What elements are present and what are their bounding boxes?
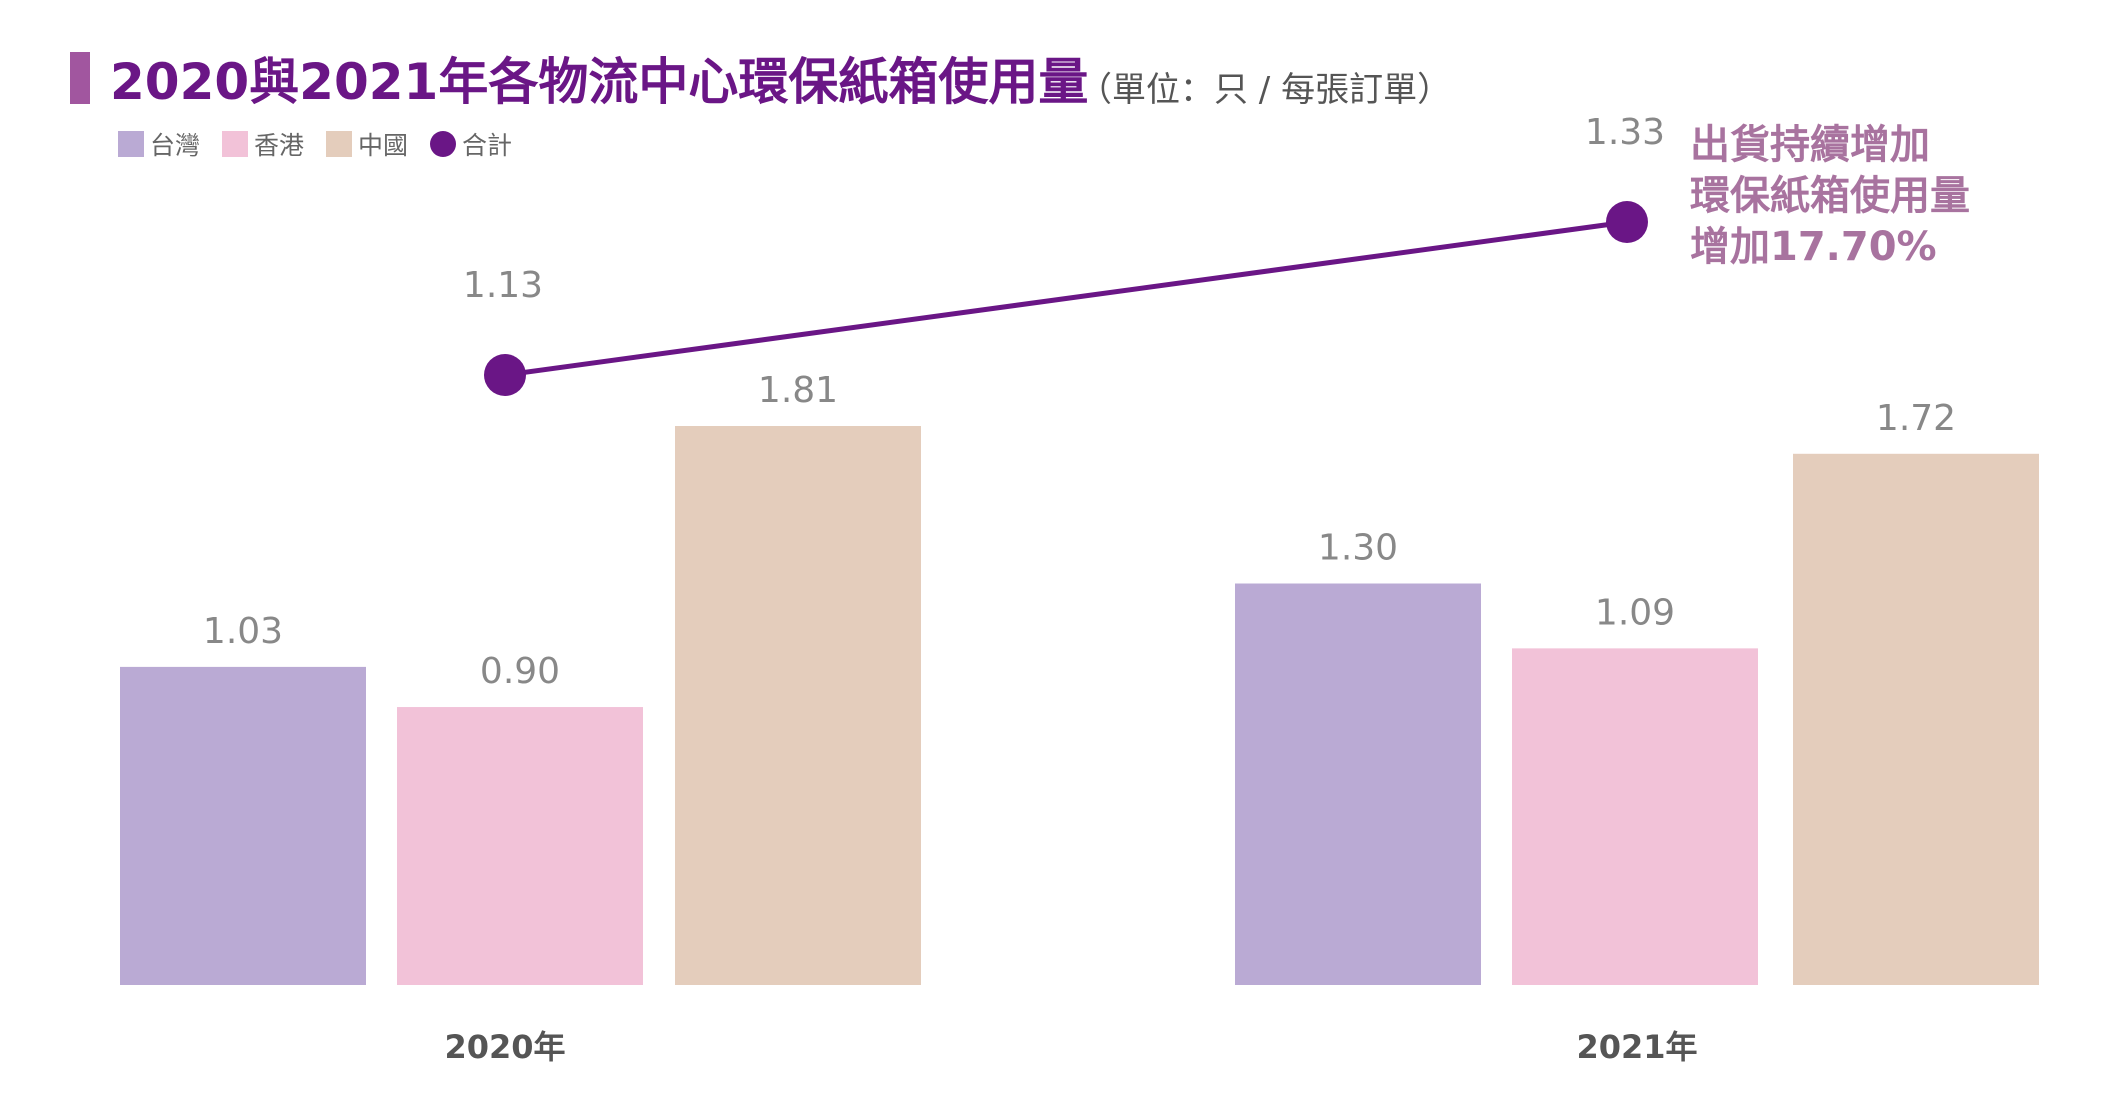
value-label-china-2: 1.72 xyxy=(1876,398,1956,439)
bar-china-1 xyxy=(675,426,921,985)
value-label-hongkong-2: 1.09 xyxy=(1595,592,1675,633)
legend-item-hongkong: 香港 xyxy=(222,126,304,162)
total-line xyxy=(504,219,1628,378)
bar-hongkong-2 xyxy=(1512,648,1758,985)
total-value-label-1: 1.13 xyxy=(463,265,543,306)
total-point-1 xyxy=(484,354,526,396)
category-label-1: 2020年 xyxy=(444,1028,565,1066)
bar-taiwan-2 xyxy=(1235,583,1481,985)
annotation-line-3: 增加17.70% xyxy=(1690,224,1937,270)
legend-label-china: 中國 xyxy=(358,131,409,160)
value-label-taiwan-1: 1.03 xyxy=(203,611,283,652)
legend-label-total: 合計 xyxy=(462,131,513,160)
chart-subtitle: （單位：只 / 每張訂單） xyxy=(1078,70,1452,110)
legend-swatch-china xyxy=(326,131,353,157)
annotation-line-2: 環保紙箱使用量 xyxy=(1690,173,1970,219)
bar-taiwan-1 xyxy=(120,666,366,985)
value-label-hongkong-1: 0.90 xyxy=(480,651,560,692)
total-point-2 xyxy=(1606,201,1648,243)
legend-item-china: 中國 xyxy=(326,126,408,162)
title-accent-bar xyxy=(70,52,90,104)
bar-hongkong-1 xyxy=(397,707,643,985)
legend-item-total: 合計 xyxy=(430,126,512,162)
total-value-label-2: 1.33 xyxy=(1585,112,1665,153)
annotation-line-1: 出貨持續增加 xyxy=(1690,122,1930,168)
chart-title: 2020與2021年各物流中心環保紙箱使用量 xyxy=(110,53,1089,111)
legend: 台灣 香港 中國 合計 xyxy=(118,126,512,162)
growth-annotation: 出貨持續增加 環保紙箱使用量 增加17.70% xyxy=(1690,120,1970,273)
legend-item-taiwan: 台灣 xyxy=(118,126,200,162)
legend-swatch-taiwan xyxy=(118,131,144,157)
value-label-taiwan-2: 1.30 xyxy=(1318,528,1398,569)
legend-swatch-hongkong xyxy=(222,131,249,157)
legend-label-hongkong: 香港 xyxy=(254,131,305,160)
legend-dot-total xyxy=(430,131,457,157)
value-label-china-1: 1.81 xyxy=(758,370,838,411)
category-label-2: 2021年 xyxy=(1576,1028,1697,1066)
bar-china-2 xyxy=(1793,453,2039,985)
legend-label-taiwan: 台灣 xyxy=(150,131,201,160)
